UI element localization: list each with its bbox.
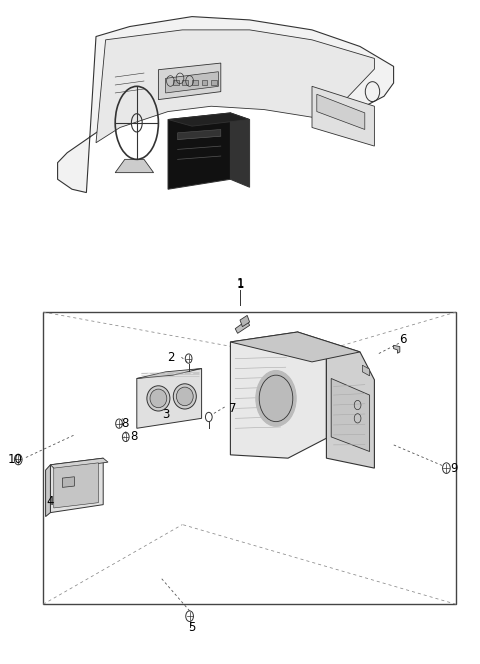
Polygon shape bbox=[168, 113, 230, 189]
Bar bbox=[173, 80, 179, 85]
Polygon shape bbox=[178, 129, 221, 139]
Text: 10: 10 bbox=[8, 453, 23, 466]
Ellipse shape bbox=[147, 386, 170, 411]
Polygon shape bbox=[394, 345, 400, 353]
Ellipse shape bbox=[173, 384, 196, 409]
Text: 7: 7 bbox=[229, 402, 237, 415]
Polygon shape bbox=[50, 458, 103, 513]
Bar bbox=[43, 312, 456, 604]
Bar bbox=[211, 80, 217, 85]
Text: 8: 8 bbox=[130, 430, 137, 444]
Text: 6: 6 bbox=[399, 333, 407, 347]
Polygon shape bbox=[331, 378, 370, 452]
Bar bbox=[202, 80, 207, 85]
Bar bbox=[192, 80, 198, 85]
Polygon shape bbox=[317, 94, 365, 129]
Text: 8: 8 bbox=[121, 417, 129, 430]
Polygon shape bbox=[50, 458, 108, 469]
Ellipse shape bbox=[150, 389, 167, 408]
Text: 4: 4 bbox=[47, 495, 54, 508]
Ellipse shape bbox=[177, 387, 193, 406]
Polygon shape bbox=[168, 113, 250, 126]
Polygon shape bbox=[298, 332, 374, 468]
Polygon shape bbox=[230, 332, 360, 362]
Polygon shape bbox=[54, 463, 98, 508]
Polygon shape bbox=[115, 159, 154, 173]
Text: 2: 2 bbox=[167, 351, 174, 364]
Text: 5: 5 bbox=[188, 621, 196, 634]
Polygon shape bbox=[235, 320, 250, 333]
Text: 3: 3 bbox=[162, 408, 169, 422]
Text: 1: 1 bbox=[236, 278, 244, 291]
Polygon shape bbox=[158, 63, 221, 100]
Polygon shape bbox=[46, 465, 50, 517]
Polygon shape bbox=[230, 332, 326, 458]
Circle shape bbox=[256, 371, 296, 426]
Polygon shape bbox=[137, 369, 202, 428]
Polygon shape bbox=[230, 113, 250, 187]
Bar bbox=[182, 80, 188, 85]
Polygon shape bbox=[137, 369, 202, 378]
Text: 1: 1 bbox=[236, 277, 244, 290]
Polygon shape bbox=[240, 315, 250, 327]
Polygon shape bbox=[312, 86, 374, 146]
Polygon shape bbox=[362, 365, 370, 376]
Polygon shape bbox=[166, 72, 218, 93]
Polygon shape bbox=[58, 17, 394, 193]
Text: 9: 9 bbox=[450, 461, 457, 475]
Polygon shape bbox=[96, 30, 374, 143]
Polygon shape bbox=[62, 477, 74, 487]
